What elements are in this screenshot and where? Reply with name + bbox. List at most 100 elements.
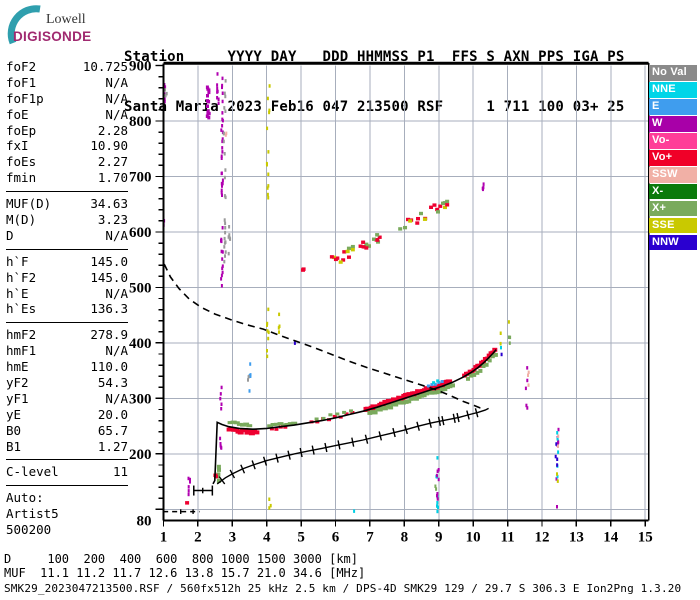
param-label: foF1p <box>6 90 44 106</box>
param-row: 500200 <box>6 522 128 538</box>
param-row: Artist5 <box>6 506 128 522</box>
svg-text:4: 4 <box>263 530 271 546</box>
param-value: 136.3 <box>90 301 128 317</box>
legend-item: NNW <box>649 234 697 251</box>
param-value: 11 <box>112 464 128 480</box>
svg-text:300: 300 <box>129 391 152 407</box>
param-row <box>6 480 128 487</box>
lowell-digisonde-logo: Lowell DIGISONDE <box>7 5 91 45</box>
param-label: C-level <box>6 464 59 480</box>
param-value: 145.0 <box>90 269 128 285</box>
param-value: 10.90 <box>90 138 128 154</box>
footer-muf-scale: MUF 11.1 11.2 11.7 12.6 13.8 15.7 21.0 3… <box>4 566 366 580</box>
svg-text:800: 800 <box>129 114 152 130</box>
param-label: foEs <box>6 154 37 170</box>
param-row: foF1 N/A <box>6 75 128 91</box>
param-row: foF1p N/A <box>6 91 128 107</box>
param-value: 10.725 <box>82 59 128 74</box>
svg-text:2: 2 <box>194 530 202 546</box>
parameter-panel: foF2 10.725 foF1 N/A foF1p N/A foE N/A f… <box>6 59 128 538</box>
param-value: 1.27 <box>97 438 128 454</box>
param-label: fmin <box>6 170 37 186</box>
param-row: yF2 54.3 <box>6 375 128 391</box>
param-label: foF1 <box>6 74 37 90</box>
legend-label: SSW <box>652 167 678 180</box>
param-value: 110.0 <box>90 359 128 375</box>
svg-text:600: 600 <box>129 225 152 241</box>
svg-text:15: 15 <box>638 530 653 546</box>
param-label: yF2 <box>6 375 29 391</box>
svg-text:500: 500 <box>129 280 152 296</box>
param-row: hmF1 N/A <box>6 343 128 359</box>
param-label: yF1 <box>6 390 29 406</box>
svg-text:7: 7 <box>366 530 374 546</box>
param-row: foF2 10.725 <box>6 59 128 75</box>
svg-text:3: 3 <box>229 530 237 546</box>
param-value: N/A <box>105 227 128 243</box>
legend-item: X+ <box>649 200 697 217</box>
param-value: 3.23 <box>97 212 128 228</box>
legend-label: W <box>652 116 663 129</box>
param-label: hmF2 <box>6 327 37 343</box>
param-row: B0 65.7 <box>6 423 128 439</box>
svg-text:10: 10 <box>466 530 481 546</box>
param-row: foEp 2.28 <box>6 123 128 139</box>
param-row: yF1 N/A <box>6 391 128 407</box>
param-value: 1.70 <box>97 170 128 186</box>
param-row: h`Es 136.3 <box>6 301 128 317</box>
param-label: foEp <box>6 122 37 138</box>
param-value: N/A <box>105 343 128 359</box>
param-label: D <box>6 227 14 243</box>
param-label: h`E <box>6 285 29 301</box>
param-row: h`F 145.0 <box>6 254 128 270</box>
param-label: h`Es <box>6 301 37 317</box>
param-row: B1 1.27 <box>6 439 128 455</box>
param-label: B0 <box>6 422 22 438</box>
param-row: C-level 11 <box>6 464 128 480</box>
param-value: 278.9 <box>90 327 128 343</box>
svg-text:700: 700 <box>129 169 152 185</box>
footer-d-scale: D 100 200 400 600 800 1000 1500 3000 [km… <box>4 552 359 566</box>
param-row: M(D) 3.23 <box>6 212 128 228</box>
param-row: D N/A <box>6 228 128 244</box>
param-value: 34.63 <box>90 196 128 212</box>
param-row: foE N/A <box>6 107 128 123</box>
param-row: fmin 1.70 <box>6 170 128 186</box>
logo-arc-icon <box>7 5 41 45</box>
svg-text:900: 900 <box>129 59 152 75</box>
legend-label: X- <box>652 184 664 197</box>
legend-label: Vo+ <box>652 150 673 163</box>
svg-text:9: 9 <box>435 530 443 546</box>
svg-text:200: 200 <box>129 447 152 463</box>
param-value: N/A <box>105 74 128 90</box>
svg-text:14: 14 <box>603 530 619 546</box>
param-row: yE 20.0 <box>6 407 128 423</box>
param-label: foE <box>6 106 29 122</box>
param-label: h`F <box>6 253 29 269</box>
param-row: hmF2 278.9 <box>6 327 128 343</box>
legend-label: X+ <box>652 201 667 214</box>
param-row: Auto: <box>6 490 128 506</box>
legend-label: No Val <box>652 66 687 78</box>
legend-label: E <box>652 99 660 112</box>
param-label: B1 <box>6 438 22 454</box>
param-label: hmF1 <box>6 343 37 359</box>
param-row <box>6 317 128 324</box>
param-value: 2.28 <box>97 122 128 138</box>
svg-text:400: 400 <box>129 336 152 352</box>
param-label: foF2 <box>6 59 37 74</box>
svg-text:12: 12 <box>534 530 549 546</box>
legend-label: SSE <box>652 218 675 231</box>
logo-digisonde-text: DIGISONDE <box>13 29 91 44</box>
header-block: Station YYYY DAY DDD HHMMSS P1 FFS S AXN… <box>124 16 624 132</box>
legend-item: E <box>649 98 697 115</box>
svg-text:11: 11 <box>500 530 514 546</box>
param-value: 145.0 <box>90 253 128 269</box>
legend-item: SSW <box>649 166 697 183</box>
header-line-1: Station YYYY DAY DDD HHMMSS P1 FFS S AXN… <box>124 49 625 65</box>
param-label: MUF(D) <box>6 196 52 212</box>
param-value: N/A <box>105 106 128 122</box>
param-label: h`F2 <box>6 269 37 285</box>
param-row <box>6 186 128 193</box>
